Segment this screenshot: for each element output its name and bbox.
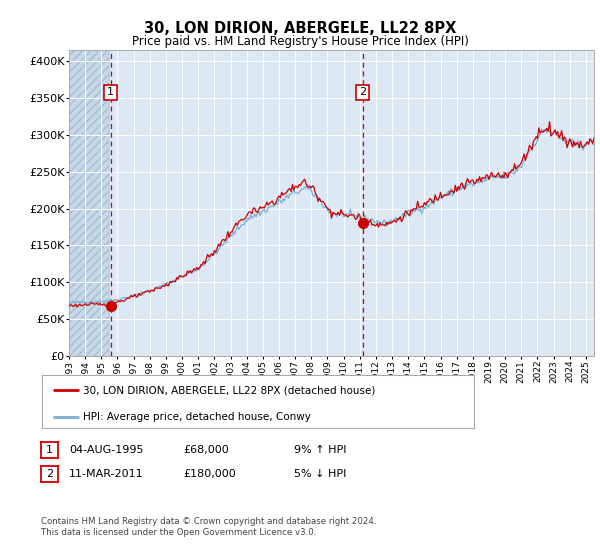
Text: HPI: Average price, detached house, Conwy: HPI: Average price, detached house, Conw… bbox=[83, 412, 311, 422]
Text: 1: 1 bbox=[107, 87, 114, 97]
Text: 30, LON DIRION, ABERGELE, LL22 8PX (detached house): 30, LON DIRION, ABERGELE, LL22 8PX (deta… bbox=[83, 385, 376, 395]
Text: £68,000: £68,000 bbox=[183, 445, 229, 455]
Text: 04-AUG-1995: 04-AUG-1995 bbox=[69, 445, 143, 455]
Text: 1: 1 bbox=[46, 445, 53, 455]
Bar bbox=[69, 50, 109, 356]
Bar bbox=[69, 50, 109, 356]
Text: 2: 2 bbox=[46, 469, 53, 479]
Text: Contains HM Land Registry data © Crown copyright and database right 2024.
This d: Contains HM Land Registry data © Crown c… bbox=[41, 517, 376, 537]
Text: 30, LON DIRION, ABERGELE, LL22 8PX: 30, LON DIRION, ABERGELE, LL22 8PX bbox=[144, 21, 456, 36]
Text: 9% ↑ HPI: 9% ↑ HPI bbox=[294, 445, 347, 455]
Text: 11-MAR-2011: 11-MAR-2011 bbox=[69, 469, 143, 479]
Text: 5% ↓ HPI: 5% ↓ HPI bbox=[294, 469, 346, 479]
Text: £180,000: £180,000 bbox=[183, 469, 236, 479]
Text: Price paid vs. HM Land Registry's House Price Index (HPI): Price paid vs. HM Land Registry's House … bbox=[131, 35, 469, 48]
Text: 2: 2 bbox=[359, 87, 367, 97]
